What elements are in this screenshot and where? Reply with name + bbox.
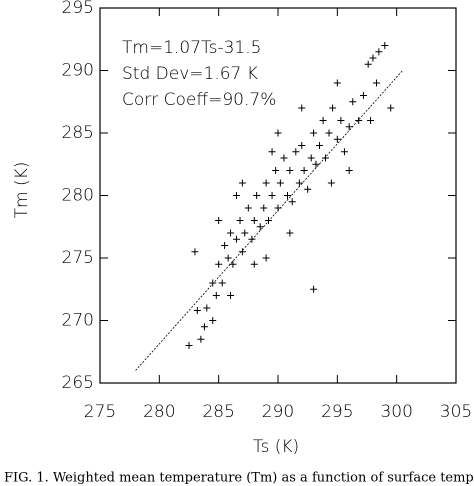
x-tick-label: 275 [84, 402, 116, 422]
point [345, 167, 353, 174]
x-axis-label: Ts (K) [253, 437, 299, 457]
point [212, 292, 220, 299]
point [250, 217, 258, 224]
point [298, 104, 306, 112]
point [272, 167, 280, 174]
point [203, 304, 211, 312]
point [345, 123, 353, 131]
point [283, 192, 291, 199]
point [319, 117, 327, 124]
point [355, 117, 363, 124]
point [250, 260, 258, 268]
point [286, 167, 294, 174]
point [274, 204, 282, 212]
point [236, 217, 244, 224]
point [274, 129, 282, 137]
point [262, 254, 270, 262]
point [372, 79, 380, 87]
x-tick-label: 290 [262, 402, 294, 422]
point [227, 292, 235, 299]
point [312, 160, 320, 168]
point [260, 204, 268, 212]
point [218, 279, 226, 287]
point [262, 179, 270, 187]
y-tick-label: 285 [62, 123, 94, 143]
x-tick-label: 300 [380, 402, 412, 422]
point [238, 248, 246, 256]
point [215, 217, 223, 224]
point [329, 104, 337, 112]
point [238, 179, 246, 187]
annotation: Corr Coeff=90.7% [122, 90, 276, 110]
point [333, 135, 341, 143]
point [209, 279, 217, 287]
point [200, 323, 208, 331]
point [295, 179, 303, 187]
point [253, 192, 261, 199]
point [229, 260, 237, 268]
y-tick-label: 265 [62, 373, 94, 393]
point [304, 185, 312, 193]
point [337, 117, 345, 124]
point [197, 335, 205, 343]
y-tick-label: 290 [62, 61, 94, 81]
point [221, 242, 229, 249]
x-tick-label: 295 [321, 402, 353, 422]
point [359, 92, 367, 99]
point [307, 154, 315, 162]
point [268, 148, 276, 156]
point [327, 179, 335, 187]
point [387, 104, 395, 112]
point [310, 285, 318, 293]
point [280, 154, 288, 162]
point [209, 317, 217, 324]
annotation: Tm=1.07Ts-31.5 [122, 38, 261, 58]
point [310, 129, 318, 137]
point [193, 307, 201, 314]
x-tick-label: 285 [202, 402, 234, 422]
point [232, 192, 240, 199]
point [248, 235, 256, 243]
point [340, 148, 348, 156]
point [288, 198, 296, 206]
x-tick-label: 305 [440, 402, 472, 422]
x-tick-label: 280 [143, 402, 175, 422]
point [215, 260, 223, 268]
y-tick-label: 280 [62, 186, 94, 206]
annotation: Std Dev=1.67 K [122, 64, 258, 84]
point [265, 217, 273, 224]
point [300, 167, 308, 174]
point [191, 248, 199, 256]
point [375, 48, 383, 56]
point [244, 204, 252, 212]
caption: FIG. 1. Weighted mean temperature (Tm) a… [4, 471, 474, 486]
point [286, 229, 294, 237]
point [276, 179, 284, 187]
point [367, 117, 375, 124]
point [316, 142, 324, 149]
point [325, 129, 333, 137]
point [241, 229, 249, 237]
point [292, 148, 300, 156]
y-tick-label: 270 [62, 311, 94, 331]
y-tick-label: 295 [62, 0, 94, 18]
y-axis-label: Tm (K) [12, 162, 32, 219]
point [185, 342, 193, 349]
point [364, 60, 372, 68]
point [369, 54, 377, 62]
point [349, 98, 357, 106]
point [224, 254, 232, 262]
point [232, 235, 240, 243]
point [321, 154, 329, 162]
point [227, 229, 235, 237]
point [333, 79, 341, 87]
point [256, 223, 264, 231]
point [381, 42, 389, 49]
y-tick-label: 275 [62, 248, 94, 268]
point [298, 142, 306, 149]
point [268, 192, 276, 199]
